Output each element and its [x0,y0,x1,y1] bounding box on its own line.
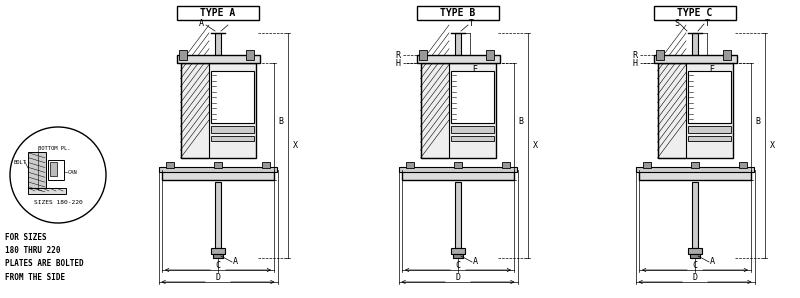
Bar [451,248,465,254]
Bar [246,50,254,60]
Bar [159,167,277,172]
Text: T: T [705,18,710,27]
Bar [181,63,209,158]
Bar [690,254,700,258]
Bar [418,50,426,60]
Text: E: E [472,65,477,74]
Bar [688,71,730,123]
Bar [688,136,730,141]
Bar [455,182,461,248]
Text: D: D [215,273,221,282]
Bar [166,162,174,168]
Bar [417,6,499,20]
Bar [211,248,225,254]
Bar [417,55,499,63]
Text: S: S [674,18,679,27]
Text: B: B [278,117,283,126]
Bar [636,167,754,172]
Text: T: T [469,18,474,27]
Bar [28,152,46,188]
Bar [399,167,517,172]
Bar [722,50,730,60]
Text: FOR SIZES
180 THRU 220
PLATES ARE BOLTED
FROM THE SIDE: FOR SIZES 180 THRU 220 PLATES ARE BOLTED… [5,233,84,282]
Text: E: E [709,65,714,74]
Text: R: R [395,50,401,60]
Bar [406,162,414,168]
Text: D: D [455,273,461,282]
Bar [421,63,449,158]
Text: H: H [633,58,638,68]
Text: A: A [199,19,204,29]
Text: CAN: CAN [68,170,78,175]
Text: BOTTOM PL.: BOTTOM PL. [38,145,70,150]
Text: C: C [215,261,221,270]
Text: B: B [518,117,523,126]
Bar [211,71,254,123]
Bar [177,6,259,20]
Bar [402,170,514,180]
Bar [455,33,461,55]
Bar [453,254,463,258]
Bar [162,170,274,180]
Bar [655,50,663,60]
Bar [211,126,254,133]
Bar [502,162,510,168]
Bar [451,136,494,141]
Bar [181,63,255,158]
Bar [643,162,651,168]
Text: X: X [770,141,774,150]
Bar [639,170,751,180]
Bar [178,50,186,60]
Bar [454,162,462,168]
Text: B: B [755,117,761,126]
Bar [421,63,495,158]
Bar [451,71,494,123]
Bar [50,162,57,176]
Text: TYPE C: TYPE C [678,8,713,18]
Text: H: H [395,58,401,68]
Text: SIZES 180-220: SIZES 180-220 [34,201,82,206]
Text: R: R [633,50,638,60]
Bar [215,182,221,248]
Bar [692,182,698,248]
Text: A: A [233,257,238,266]
Bar [654,55,737,63]
Bar [486,50,494,60]
Text: BOLT: BOLT [14,159,27,164]
Text: A: A [473,257,478,266]
Bar [211,136,254,141]
Bar [213,254,223,258]
Bar [688,248,702,254]
Text: A: A [710,257,715,266]
Text: D: D [693,273,698,282]
Bar [451,126,494,133]
Bar [688,126,730,133]
Bar [654,6,736,20]
Bar [658,63,733,158]
Bar [658,63,686,158]
Text: C: C [693,261,698,270]
Bar [262,162,270,168]
Text: TYPE B: TYPE B [440,8,476,18]
Bar [48,160,64,180]
Text: X: X [293,141,298,150]
Bar [177,55,259,63]
Bar [692,33,698,55]
Text: C: C [455,261,461,270]
Bar [28,188,66,194]
Bar [214,162,222,168]
Text: X: X [533,141,538,150]
Text: TYPE A: TYPE A [200,8,236,18]
Bar [691,162,699,168]
Bar [739,162,747,168]
Bar [215,33,221,55]
